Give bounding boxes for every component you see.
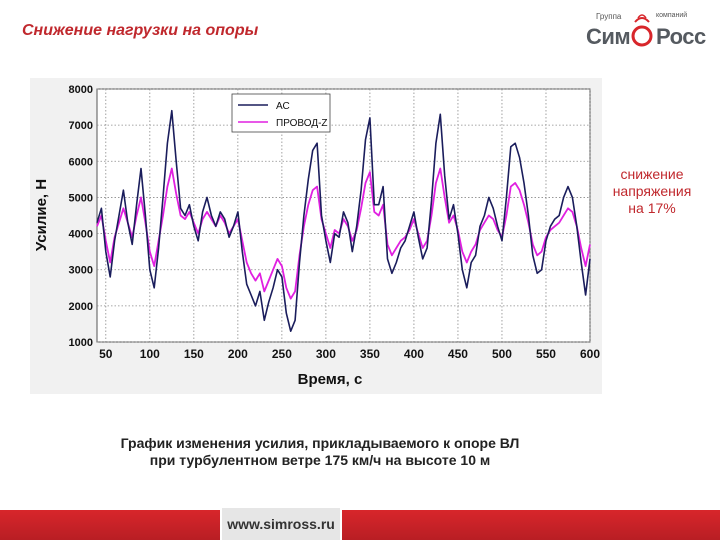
tick-labels: 50 100 150 200 250 300 350 400 450 500 550 600 1000 2… [69, 84, 601, 361]
logo-ross-text: Росс [656, 24, 706, 49]
y-tick-label-4000: 4000 [69, 229, 93, 241]
x-tick-label-100: 100 [140, 347, 160, 361]
simross-logo: Группа компаний Сим Росс [586, 8, 708, 52]
x-tick-label-200: 200 [228, 347, 248, 361]
x-tick-label-300: 300 [316, 347, 336, 361]
chart-panel: 50 100 150 200 250 300 350 400 450 500 550 600 1000 2… [30, 78, 602, 394]
series-line-provod-z [96, 167, 591, 300]
x-tick-label-350: 350 [360, 347, 380, 361]
callout-line-1: снижение [620, 166, 684, 182]
x-tick-label-150: 150 [184, 347, 204, 361]
x-tick-label-550: 550 [536, 347, 556, 361]
legend: АС ПРОВОД-Z [231, 93, 331, 133]
footer-url-box: www.simross.ru [220, 508, 342, 540]
y-tick-label-6000: 6000 [69, 156, 93, 168]
x-tick-label-600: 600 [580, 347, 600, 361]
logo-mark-icon [631, 14, 653, 47]
x-tick-label-500: 500 [492, 347, 512, 361]
y-tick-label-7000: 7000 [69, 120, 93, 132]
footer-bar [0, 510, 720, 540]
logo-group-text: Группа [596, 12, 622, 21]
logo-sim-text: Сим [586, 24, 631, 49]
x-tick-label-450: 450 [448, 347, 468, 361]
stress-reduction-callout: снижение напряжения на 17% [596, 166, 708, 217]
x-tick-label-400: 400 [404, 347, 424, 361]
legend-label-provod: ПРОВОД-Z [276, 118, 328, 129]
y-axis-label: Усилие, Н [33, 179, 50, 251]
logo-company-text: компаний [656, 12, 688, 19]
chart-caption: График изменения усилия, прикладываемого… [60, 435, 580, 469]
callout-line-3: на 17% [628, 200, 676, 216]
x-axis-label: Время, с [298, 371, 363, 388]
force-time-chart: 50 100 150 200 250 300 350 400 450 500 550 600 1000 2… [33, 84, 601, 388]
caption-line-1: График изменения усилия, прикладываемого… [120, 435, 520, 451]
slide-title: Снижение нагрузки на опоры [22, 22, 259, 39]
x-tick-label-50: 50 [99, 347, 113, 361]
y-tick-label-1000: 1000 [69, 337, 93, 349]
callout-line-2: напряжения [612, 183, 692, 199]
grid-lines [97, 88, 591, 343]
series-line-ac [96, 109, 591, 332]
footer-url-link[interactable]: www.simross.ru [227, 516, 335, 532]
legend-label-ac: АС [276, 101, 290, 112]
y-tick-label-2000: 2000 [69, 301, 93, 313]
x-tick-label-250: 250 [272, 347, 292, 361]
caption-line-2: при турбулентном ветре 175 км/ч на высот… [149, 452, 491, 468]
series-group [96, 109, 591, 332]
y-tick-label-3000: 3000 [69, 265, 93, 277]
y-tick-label-8000: 8000 [69, 84, 93, 96]
y-tick-label-5000: 5000 [69, 192, 93, 204]
legend-box [231, 93, 331, 133]
